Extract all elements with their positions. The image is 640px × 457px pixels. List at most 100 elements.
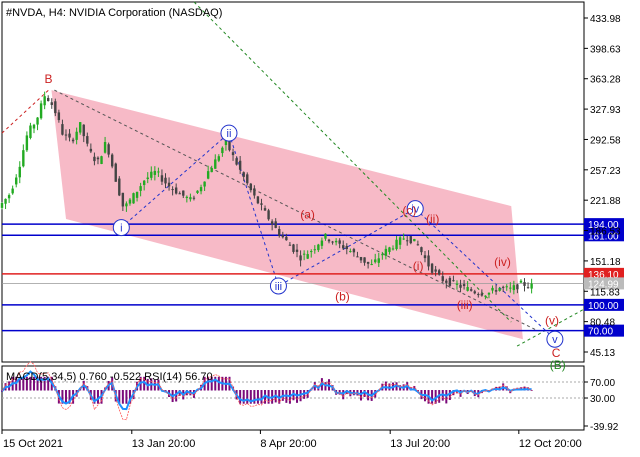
candle-body <box>57 112 61 121</box>
candle-body <box>398 237 402 245</box>
x-tick-label-0: 15 Oct 2021 <box>3 438 63 450</box>
candle-body <box>50 102 53 105</box>
candle-body <box>267 210 270 220</box>
candle-body <box>75 131 78 140</box>
wave-label-9: (i) <box>413 259 424 273</box>
candle-body <box>295 249 299 252</box>
candle-body <box>238 160 242 170</box>
candle-body <box>4 198 7 204</box>
candle-body <box>359 256 363 261</box>
y-tick-label-5: 257.23 <box>590 166 621 177</box>
candle-body <box>196 190 199 193</box>
macd-histogram-bar <box>36 376 39 391</box>
candle-body <box>114 163 117 182</box>
wave-label-5: v <box>552 334 558 346</box>
macd-histogram-bar <box>292 390 295 401</box>
candle-body <box>153 170 157 175</box>
macd-histogram-bar <box>530 390 533 391</box>
y-tick-label-9: 115.83 <box>590 287 620 298</box>
candle-body <box>78 122 82 133</box>
x-tick-label-1: 13 Jan 20:00 <box>132 438 196 450</box>
candle-body <box>487 292 491 295</box>
level-label-1: 181.00 <box>588 231 619 242</box>
candle-body <box>338 240 341 244</box>
candle-body <box>160 175 164 182</box>
macd-histogram-bar <box>64 390 67 404</box>
candle-body <box>86 136 89 144</box>
x-tick-label-3: 13 Jul 20:00 <box>390 438 450 450</box>
candle-body <box>434 269 437 272</box>
candle-body <box>452 280 455 282</box>
level-label-3: 124.99 <box>588 279 619 290</box>
candle-body <box>292 244 295 252</box>
candle-body <box>473 291 476 294</box>
candle-body <box>274 221 277 228</box>
candle-body <box>15 177 18 185</box>
wave-circle-5 <box>546 330 564 348</box>
wave-label-4: iv <box>411 204 419 216</box>
candle-body <box>352 249 356 253</box>
level-tag-4 <box>584 298 624 311</box>
candle-body <box>93 156 96 162</box>
candle-body <box>363 257 366 263</box>
wave-path-blue <box>120 132 556 340</box>
macd-histogram-bar <box>260 390 263 404</box>
candle-body <box>423 255 427 259</box>
macd-histogram-bar <box>256 390 259 404</box>
candle-body <box>285 236 288 241</box>
candle-body <box>150 171 153 178</box>
candle-body <box>125 203 128 207</box>
candle-body <box>231 152 235 156</box>
candle-body <box>370 264 373 266</box>
macd-histogram-bar <box>118 390 121 404</box>
macd-histogram-bar <box>413 385 416 391</box>
candle-body <box>526 287 530 289</box>
candle-body <box>505 286 508 288</box>
candle-body <box>157 171 160 173</box>
candle-body <box>142 180 146 186</box>
macd-histogram-bar <box>342 390 345 400</box>
candle-body <box>270 221 274 225</box>
candle-body <box>139 186 142 191</box>
candle-body <box>174 187 178 194</box>
trendline-green-up <box>516 308 585 347</box>
candle-body <box>29 125 32 138</box>
wave-label-13: (v) <box>545 313 559 327</box>
candle-body <box>249 183 253 191</box>
candle-body <box>327 239 331 242</box>
candle-body <box>384 248 388 256</box>
macd-histogram-bar <box>246 390 249 404</box>
candle-body <box>288 244 292 246</box>
macd-histogram-bar <box>143 376 146 391</box>
chart-title: #NVDA, H4: NVIDIA Corporation (NASDAQ) <box>6 7 222 19</box>
candle-body <box>256 196 260 204</box>
macd-histogram-bar <box>18 376 21 391</box>
macd-histogram-bar <box>40 376 43 391</box>
indicator-tick-label-0: 70.00 <box>590 378 615 389</box>
candle-body <box>192 197 196 199</box>
candle-body <box>345 245 348 250</box>
macd-histogram-bar <box>431 390 434 404</box>
indicator-tick-label-1: 30.00 <box>590 394 615 405</box>
wave-label-11: (iii) <box>457 298 473 312</box>
candle-body <box>516 284 519 290</box>
candle-body <box>320 240 324 246</box>
level-label-5: 70.00 <box>588 327 613 338</box>
candle-body <box>498 287 501 291</box>
candle-body <box>0 202 4 208</box>
candle-body <box>103 142 107 153</box>
candle-body <box>501 286 505 288</box>
candle-body <box>391 248 395 250</box>
wave-circle-2 <box>112 219 130 237</box>
candle-body <box>110 154 114 167</box>
x-tick-label-2: 8 Apr 20:00 <box>260 438 316 450</box>
candle-body <box>128 199 132 204</box>
candle-body <box>47 97 50 102</box>
macd-histogram-bar <box>217 376 220 391</box>
candle-body <box>406 240 409 242</box>
wave-label-15: (B) <box>550 358 566 372</box>
candle-body <box>217 156 221 161</box>
macd-histogram-bar <box>324 382 327 391</box>
macd-histogram-bar <box>178 390 181 396</box>
candle-body <box>121 192 125 207</box>
